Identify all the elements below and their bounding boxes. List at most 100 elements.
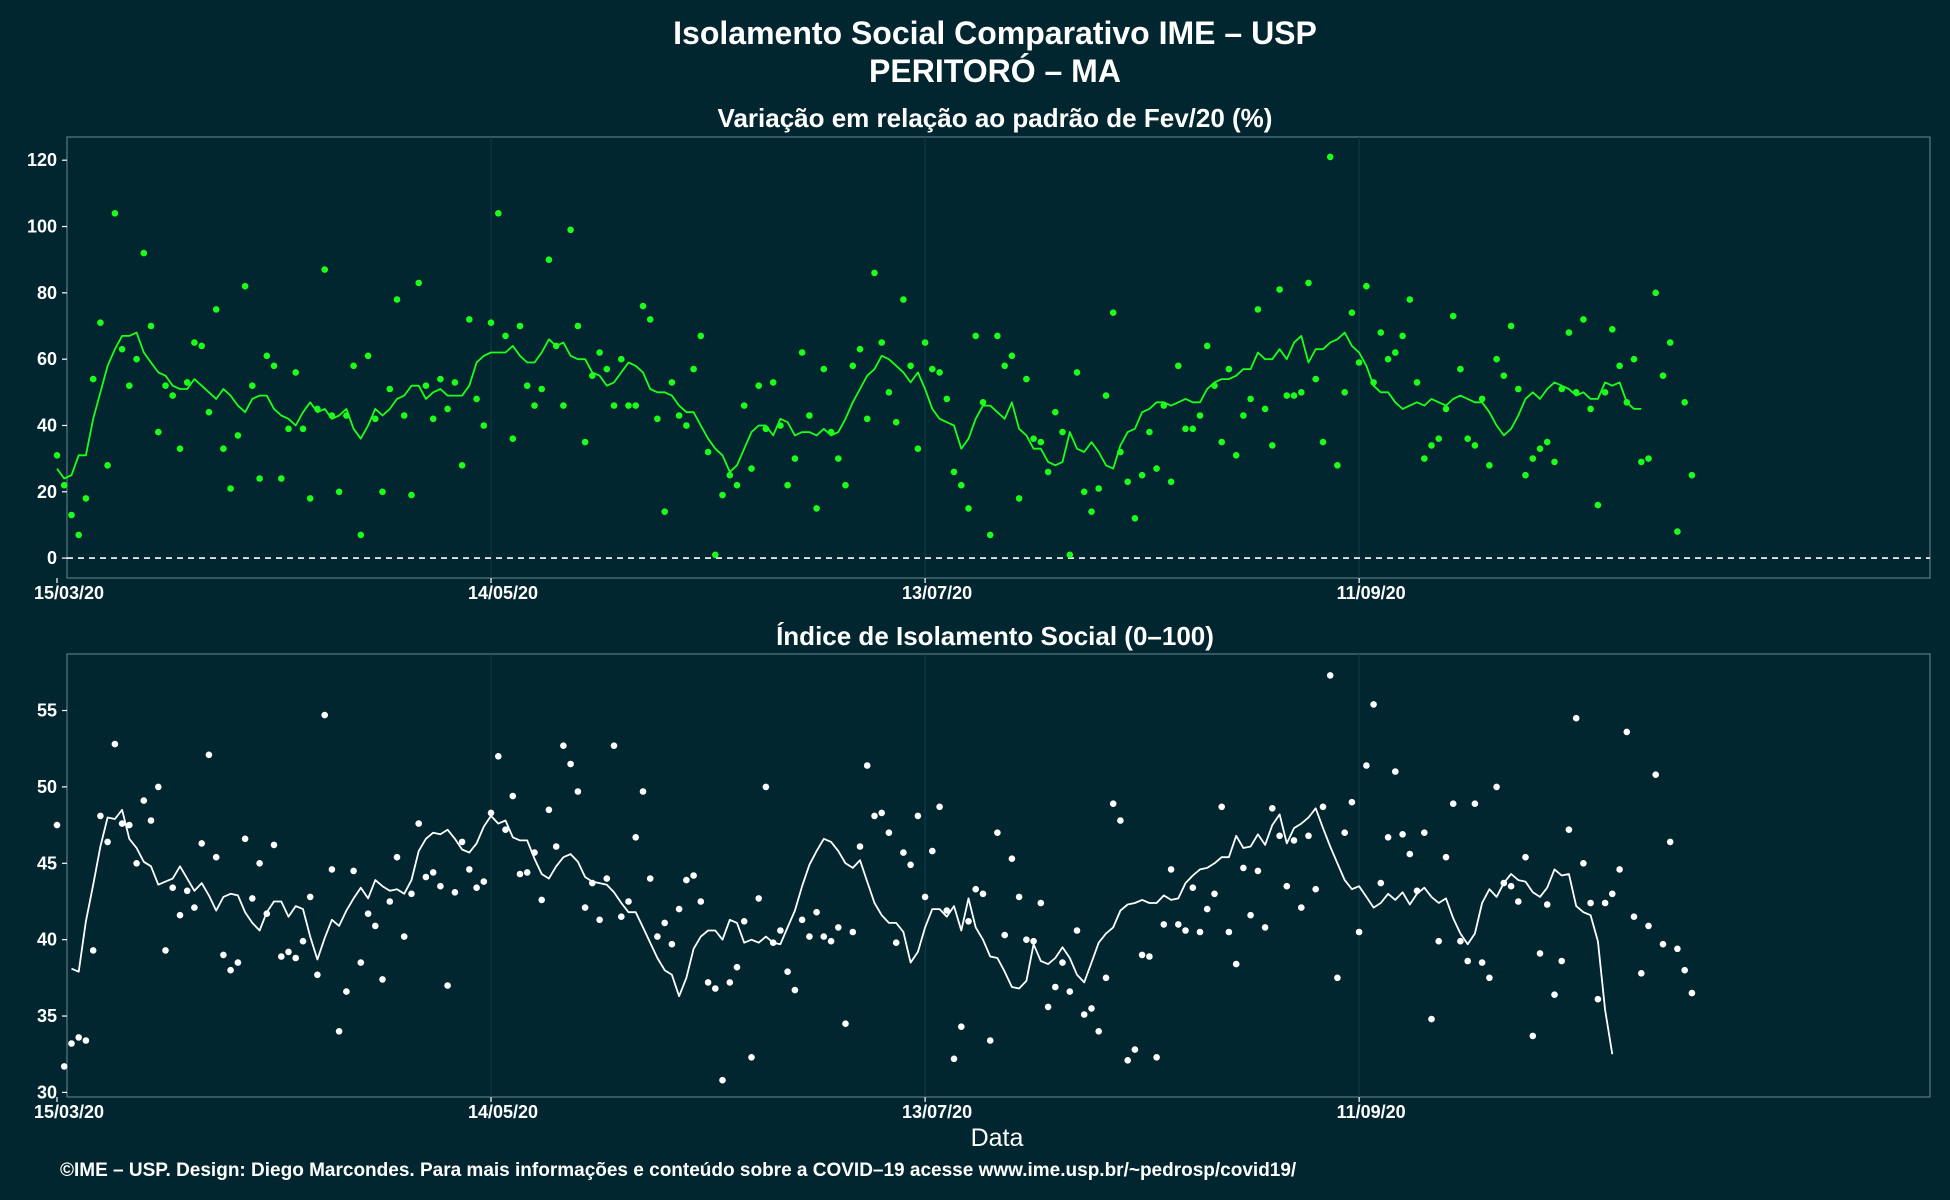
top-point-93 [726, 471, 734, 479]
top-point-129 [986, 531, 994, 539]
top-point-0 [53, 452, 61, 459]
bottom-point-167 [1261, 924, 1269, 931]
bottom-point-156 [1182, 927, 1189, 934]
bottom-point-172 [1298, 904, 1305, 911]
bottom-x-ticks: 15/03/20 14/05/20 13/07/20 11/09/20 [34, 1097, 1406, 1122]
bottom-point-218 [1630, 913, 1638, 920]
bottom-point-34 [299, 937, 307, 945]
bottom-point-217 [1623, 728, 1631, 736]
bottom-point-26 [241, 835, 249, 843]
bottom-point-65 [523, 869, 531, 876]
top-point-124 [950, 468, 958, 476]
top-point-34 [299, 425, 307, 433]
top-y-tick-label-3: 60 [37, 349, 57, 369]
bottom-point-5 [89, 947, 97, 954]
bottom-point-1 [60, 1063, 68, 1070]
bottom-point-78 [618, 913, 625, 920]
bottom-point-201 [1507, 882, 1515, 890]
top-point-146 [1109, 309, 1117, 317]
top-point-76 [603, 365, 611, 373]
top-point-83 [654, 415, 661, 423]
bottom-point-177 [1334, 974, 1341, 982]
top-point-101 [784, 481, 791, 489]
top-point-215 [1609, 326, 1616, 333]
bottom-point-189 [1421, 829, 1428, 836]
top-point-224 [1674, 528, 1681, 535]
bottom-point-188 [1413, 887, 1421, 895]
top-point-211 [1580, 316, 1587, 323]
bottom-point-88 [690, 872, 697, 879]
bottom-point-157 [1189, 884, 1197, 891]
bottom-point-20 [198, 840, 205, 847]
bottom-point-114 [878, 809, 885, 817]
top-point-4 [82, 495, 90, 502]
top-point-167 [1261, 405, 1269, 413]
bottom-point-113 [871, 812, 878, 820]
top-point-206 [1543, 438, 1551, 446]
top-point-219 [1638, 458, 1645, 466]
top-point-144 [1095, 485, 1102, 492]
bottom-point-64 [516, 870, 524, 878]
bottom-point-85 [668, 940, 676, 948]
bottom-point-44 [372, 922, 379, 930]
bottom-point-33 [292, 954, 300, 962]
bottom-point-77 [610, 742, 618, 749]
bottom-point-109 [842, 1020, 849, 1027]
top-point-87 [683, 422, 690, 429]
top-point-100 [777, 422, 784, 429]
bottom-point-28 [256, 860, 263, 867]
bottom-point-83 [654, 933, 661, 940]
bottom-point-151 [1146, 953, 1153, 960]
bottom-panel-index: Índice de Isolamento Social (0–100) 30 35… [34, 621, 1931, 1122]
top-point-23 [220, 445, 227, 453]
bottom-point-165 [1247, 911, 1254, 919]
top-point-153 [1160, 402, 1168, 409]
top-point-202 [1515, 385, 1522, 393]
top-point-143 [1088, 508, 1095, 515]
top-point-185 [1392, 349, 1399, 356]
top-point-39 [335, 488, 343, 496]
bottom-point-221 [1652, 771, 1659, 778]
bottom-point-164 [1240, 864, 1247, 872]
top-point-57 [466, 316, 473, 323]
bottom-point-62 [502, 826, 509, 833]
bottom-point-209 [1565, 826, 1573, 833]
bottom-y-tick-label-3: 45 [37, 853, 57, 873]
bottom-point-60 [487, 809, 495, 817]
bottom-point-4 [82, 1037, 90, 1044]
bottom-point-3 [75, 1034, 82, 1041]
bottom-point-162 [1225, 928, 1233, 936]
bottom-point-108 [835, 924, 842, 931]
bottom-point-195 [1464, 957, 1471, 965]
bottom-point-43 [364, 910, 372, 917]
bottom-point-130 [994, 829, 1001, 836]
top-point-118 [907, 362, 914, 370]
bottom-point-69 [552, 843, 560, 850]
top-point-137 [1044, 468, 1052, 476]
top-point-38 [328, 412, 336, 419]
bottom-point-101 [784, 968, 791, 975]
top-point-12 [140, 249, 148, 257]
top-point-73 [581, 438, 589, 446]
bottom-point-27 [249, 895, 256, 902]
bottom-point-183 [1377, 879, 1385, 887]
bottom-point-16 [169, 884, 176, 891]
bottom-point-95 [740, 918, 748, 925]
bottom-point-198 [1486, 974, 1493, 982]
top-point-207 [1551, 458, 1558, 466]
top-y-tick-label-5: 100 [27, 217, 57, 237]
top-point-31 [278, 475, 285, 482]
bottom-point-170 [1283, 882, 1291, 890]
bottom-point-118 [907, 861, 914, 869]
bottom-point-211 [1580, 860, 1587, 867]
top-point-184 [1384, 355, 1392, 363]
bottom-point-30 [270, 841, 278, 849]
bottom-point-155 [1175, 921, 1182, 928]
bottom-point-171 [1290, 837, 1298, 844]
bottom-point-134 [1023, 936, 1030, 943]
bottom-point-8 [111, 740, 119, 748]
top-point-138 [1052, 408, 1059, 416]
top-point-142 [1080, 488, 1088, 496]
top-point-166 [1254, 306, 1262, 313]
top-point-56 [458, 462, 466, 469]
